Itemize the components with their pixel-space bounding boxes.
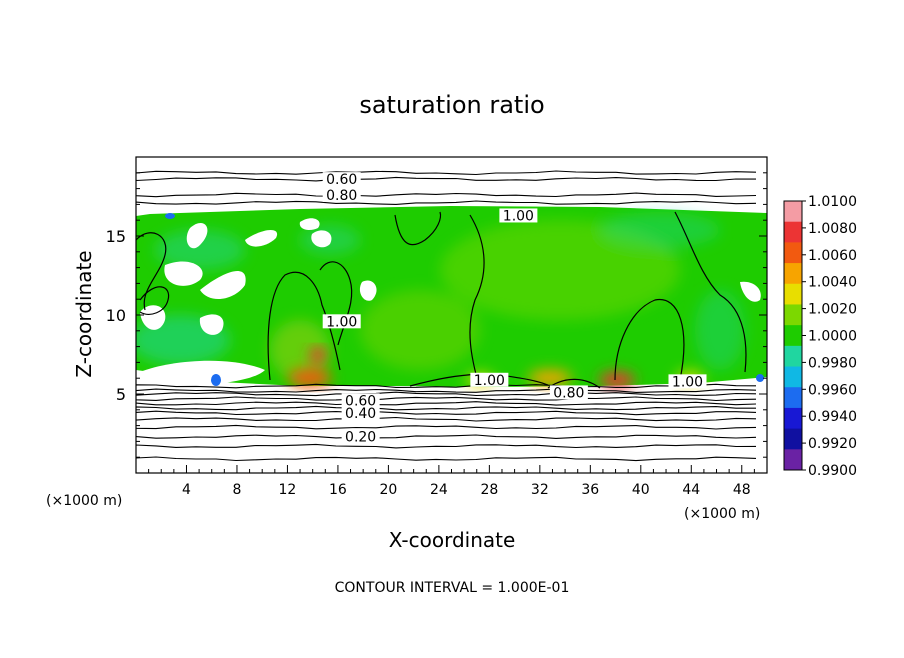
contour-line-15 [136, 170, 757, 176]
colorbar-swatch-8 [784, 366, 802, 388]
colorbar-label-1: 1.0080 [808, 221, 857, 237]
contour-label-6: 1.00 [672, 374, 703, 390]
x-axis-ticks: 4 8 12 16 20 24 28 32 36 40 44 48 [148, 465, 768, 498]
contour-0-80-lower [547, 378, 601, 389]
x-tick-label-20: 20 [379, 482, 397, 498]
subsaturated-patches [140, 213, 764, 387]
contour-label-5: 0.80 [553, 385, 584, 401]
x-tick-label-28: 28 [480, 482, 498, 498]
y-axis-ticks: 5 10 15 [106, 156, 767, 458]
chart-title: saturation ratio [359, 91, 544, 119]
colorbar-label-2: 1.0060 [808, 248, 857, 264]
y-tick-label-10: 10 [106, 306, 126, 325]
contour-line-12 [136, 200, 757, 205]
colorbar-label-0: 1.0100 [808, 194, 857, 210]
contour-label-8: 0.40 [345, 406, 376, 422]
x-axis-label: X-coordinate [389, 528, 516, 552]
contour-1-00-mid [614, 299, 685, 381]
y-axis-label: Z-coordinate [72, 250, 96, 377]
contour-label-bg-5 [549, 385, 588, 400]
colorbar-swatch-9 [784, 387, 802, 409]
y-tick-label-5: 5 [116, 385, 126, 404]
colorbar-swatch-2 [784, 242, 802, 264]
contour-lines [136, 170, 757, 462]
contour-label-3: 1.00 [326, 314, 357, 330]
contour-line-8 [136, 396, 757, 402]
colorbar-label-10: 0.9900 [808, 463, 857, 479]
contour-label-bg-2 [499, 208, 538, 223]
x-tick-label-12: 12 [279, 482, 297, 498]
contour-label-1: 0.80 [326, 188, 357, 204]
contour-line-10 [136, 388, 757, 393]
contour-label-bg-7 [341, 393, 380, 408]
contour-labels: 0.600.801.001.001.000.801.000.600.400.20 [322, 172, 707, 446]
contour-line-11 [136, 383, 757, 389]
colorbar-swatch-6 [784, 325, 802, 347]
contour-label-bg-1 [322, 187, 361, 202]
contour-label-bg-3 [322, 314, 361, 329]
contour-label-0: 0.60 [326, 172, 357, 188]
field-variation-blobs [136, 212, 745, 380]
contour-line-2 [136, 434, 757, 439]
contour-1-00-leftpocket [139, 286, 170, 315]
x-tick-label-8: 8 [232, 482, 241, 498]
contour-line-1 [136, 443, 757, 449]
colorbar-swatch-12 [784, 449, 802, 471]
contour-1-00-center [469, 214, 485, 383]
colorbar-swatch-5 [784, 304, 802, 326]
colorbar-swatch-11 [784, 428, 802, 450]
x-unit-left: (×1000 m) [46, 493, 122, 509]
colorbar-label-7: 0.9960 [808, 382, 857, 398]
colorbar-label-5: 1.0000 [808, 329, 857, 345]
contour-1-00-blob [394, 211, 442, 246]
colorbar-swatch-7 [784, 345, 802, 368]
x-tick-label-36: 36 [581, 482, 599, 498]
colorbar-swatch-1 [784, 221, 802, 243]
x-unit-right: (×1000 m) [684, 506, 760, 522]
colorbar-label-3: 1.0040 [808, 275, 857, 291]
contour-1-00-upperleft [136, 232, 167, 311]
contour-1-00-right [674, 211, 747, 373]
x-tick-label-44: 44 [682, 482, 700, 498]
x-tick-label-48: 48 [733, 482, 751, 498]
contour-line-0 [136, 456, 757, 462]
contour-line-4 [136, 416, 757, 422]
x-tick-label-40: 40 [632, 482, 650, 498]
contour-label-bg-9 [341, 429, 380, 444]
colorbar: 1.0100 1.0080 1.0060 1.0040 1.0020 1.0000 0.99… [783, 194, 857, 479]
x-tick-label-16: 16 [329, 482, 347, 498]
contour-label-bg-0 [322, 172, 361, 187]
colorbar-swatch-3 [784, 263, 802, 285]
contour-line-3 [136, 424, 757, 430]
contour-line-13 [136, 192, 757, 198]
contour-interval-note: CONTOUR INTERVAL = 1.000E-01 [335, 580, 570, 596]
contour-label-bg-8 [341, 405, 380, 420]
contour-1-00-left [267, 271, 341, 381]
saturation-field [136, 170, 767, 462]
contour-label-4: 1.00 [474, 373, 505, 389]
contour-line-9 [136, 391, 757, 397]
contour-line-6 [136, 405, 756, 411]
contour-label-bg-4 [470, 372, 509, 387]
x-tick-label-32: 32 [531, 482, 549, 498]
contour-line-14 [136, 176, 757, 182]
colorbar-label-4: 1.0020 [808, 302, 857, 318]
colorbar-label-9: 0.9920 [808, 436, 857, 452]
contour-line-7 [136, 401, 757, 406]
contour-label-bg-6 [668, 374, 707, 389]
contour-label-2: 1.00 [503, 208, 534, 224]
contour-label-7: 0.60 [345, 393, 376, 409]
colorbar-label-8: 0.9940 [808, 409, 857, 425]
colorbar-swatch-4 [784, 283, 802, 305]
contour-line-5 [136, 410, 757, 416]
colorbar-label-6: 0.9980 [808, 355, 857, 371]
colorbar-swatch-0 [784, 201, 802, 223]
contour-label-9: 0.20 [345, 430, 376, 446]
y-tick-label-15: 15 [106, 227, 126, 246]
x-tick-label-4: 4 [182, 482, 191, 498]
colorbar-swatch-10 [784, 407, 802, 430]
x-tick-label-24: 24 [430, 482, 448, 498]
